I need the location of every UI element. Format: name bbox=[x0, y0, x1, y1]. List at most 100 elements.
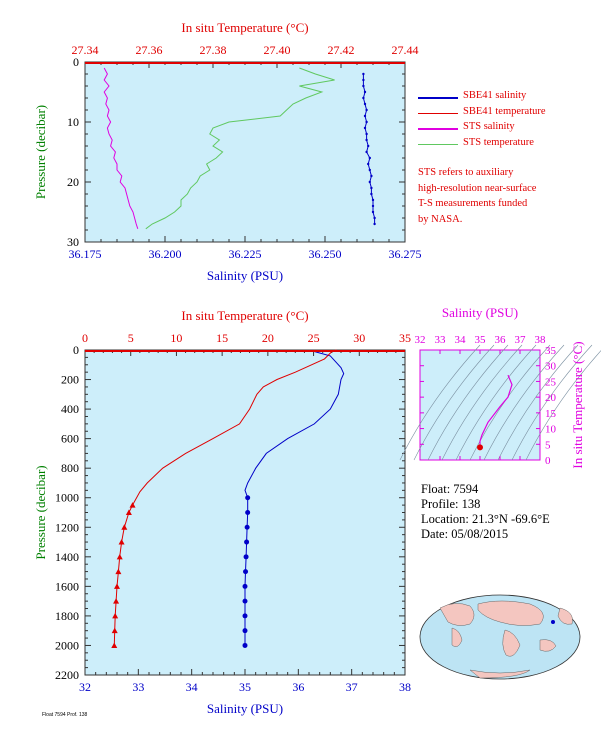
ts-right-tick-label: 35 bbox=[545, 345, 557, 357]
date: Date: 05/08/2015 bbox=[421, 527, 509, 541]
series-marker bbox=[118, 539, 125, 545]
series-point bbox=[370, 174, 373, 178]
ts-top-tick-label: 35 bbox=[475, 334, 487, 346]
series-marker bbox=[113, 598, 120, 604]
float-info: Float: 7594 Profile: 138 Location: 21.3°… bbox=[421, 482, 550, 542]
float-id: Float: 7594 bbox=[421, 482, 479, 496]
map-landmass bbox=[451, 627, 463, 647]
ts-top-tick-label: 33 bbox=[435, 334, 447, 346]
ts-deep-point bbox=[477, 444, 483, 451]
location: Location: 21.3°N -69.6°E bbox=[421, 512, 550, 526]
series-point bbox=[367, 144, 370, 148]
world-map bbox=[419, 594, 581, 680]
ts-top-tick-label: 36 bbox=[495, 334, 507, 346]
series-point bbox=[362, 84, 365, 88]
density-contour bbox=[525, 350, 601, 461]
x-tick-label: 36.275 bbox=[389, 247, 422, 261]
ts-right-tick-label: 20 bbox=[545, 392, 557, 404]
note-line: T-S measurements funded bbox=[418, 198, 528, 209]
series-point bbox=[368, 180, 371, 184]
y-axis-label: Pressure (decibar) bbox=[33, 105, 48, 199]
x-tick-label: 32 bbox=[79, 680, 91, 694]
density-contour bbox=[455, 344, 537, 461]
y-tick-label: 0 bbox=[73, 55, 79, 69]
map-landmass bbox=[557, 607, 573, 625]
density-contour bbox=[427, 344, 509, 461]
density-contour bbox=[483, 344, 565, 461]
ts-right-axis-label: In situ Temperature (°C) bbox=[570, 341, 585, 468]
y-tick-label: 20 bbox=[67, 175, 79, 189]
series-marker bbox=[121, 524, 128, 530]
y-tick-label: 1400 bbox=[55, 550, 79, 564]
series-marker bbox=[243, 569, 249, 575]
sts-note: STS refers to auxiliary high-resolution … bbox=[418, 165, 598, 227]
series-point bbox=[370, 192, 373, 196]
density-contour bbox=[511, 344, 593, 461]
x-tick-label: 34 bbox=[186, 680, 198, 694]
series-marker bbox=[111, 627, 118, 634]
map-landmass bbox=[502, 629, 521, 657]
note-line: STS refers to auxiliary bbox=[418, 167, 514, 178]
y-axis-label: Pressure (decibar) bbox=[33, 465, 48, 559]
y-tick-label: 2200 bbox=[55, 668, 79, 682]
series-marker bbox=[245, 510, 251, 515]
legend-label: STS salinity bbox=[463, 121, 515, 132]
series-marker bbox=[242, 642, 248, 648]
y-tick-label: 600 bbox=[61, 432, 79, 446]
top-tick-label: 15 bbox=[216, 331, 228, 345]
y-tick-label: 1000 bbox=[55, 491, 79, 505]
series-line bbox=[103, 67, 139, 229]
x-tick-label: 36 bbox=[292, 680, 304, 694]
series-line bbox=[145, 67, 335, 230]
series-marker bbox=[242, 583, 248, 589]
ts-right-tick-label: 15 bbox=[545, 408, 557, 420]
series-marker bbox=[244, 539, 250, 545]
top-tick-label: 27.34 bbox=[72, 43, 99, 57]
legend-label: SBE41 salinity bbox=[463, 90, 527, 101]
x-tick-label: 36.175 bbox=[69, 247, 102, 261]
ts-right-tick-label: 5 bbox=[545, 439, 551, 451]
legend-label: STS temperature bbox=[463, 136, 534, 148]
profile-number: Profile: 138 bbox=[421, 497, 481, 511]
series-point bbox=[371, 198, 375, 202]
x-tick-label: 36.225 bbox=[229, 247, 262, 261]
series-marker bbox=[244, 524, 250, 530]
ts-right-tick-label: 10 bbox=[545, 424, 557, 436]
density-contour bbox=[399, 344, 481, 461]
y-tick-label: 800 bbox=[61, 461, 79, 475]
series-marker bbox=[242, 628, 248, 634]
density-contour bbox=[413, 344, 495, 461]
series-point bbox=[365, 150, 368, 154]
x-tick-label: 38 bbox=[399, 680, 411, 694]
x-axis-label: Salinity (PSU) bbox=[207, 701, 283, 716]
series-point bbox=[370, 186, 373, 190]
series-marker bbox=[111, 642, 118, 648]
top-axis-label: In situ Temperature (°C) bbox=[181, 308, 308, 323]
top-tick-label: 27.36 bbox=[136, 43, 163, 57]
ts-top-tick-label: 38 bbox=[535, 334, 547, 346]
ts-right-tick-label: 25 bbox=[545, 376, 557, 388]
series-point bbox=[365, 138, 368, 142]
series-marker bbox=[115, 568, 122, 575]
series-point bbox=[365, 132, 368, 136]
float-location-marker bbox=[551, 620, 555, 624]
top-tick-label: 20 bbox=[262, 331, 274, 345]
series-point bbox=[368, 168, 371, 172]
series-marker bbox=[129, 502, 136, 508]
top-tick-label: 35 bbox=[399, 331, 411, 345]
x-tick-label: 36.250 bbox=[309, 247, 342, 261]
map-landmass bbox=[469, 669, 531, 679]
ts-right-tick-label: 0 bbox=[545, 455, 551, 467]
top-tick-label: 30 bbox=[353, 331, 365, 345]
series-marker bbox=[114, 583, 120, 589]
map-landmass bbox=[439, 603, 475, 626]
series-point bbox=[367, 162, 370, 166]
note-line: by NASA. bbox=[418, 213, 463, 225]
y-tick-label: 10 bbox=[67, 115, 79, 129]
density-contour bbox=[497, 344, 579, 461]
top-tick-label: 5 bbox=[128, 331, 134, 345]
top-tick-label: 25 bbox=[308, 331, 320, 345]
series-point bbox=[365, 120, 368, 124]
ts-top-tick-label: 32 bbox=[415, 334, 426, 346]
